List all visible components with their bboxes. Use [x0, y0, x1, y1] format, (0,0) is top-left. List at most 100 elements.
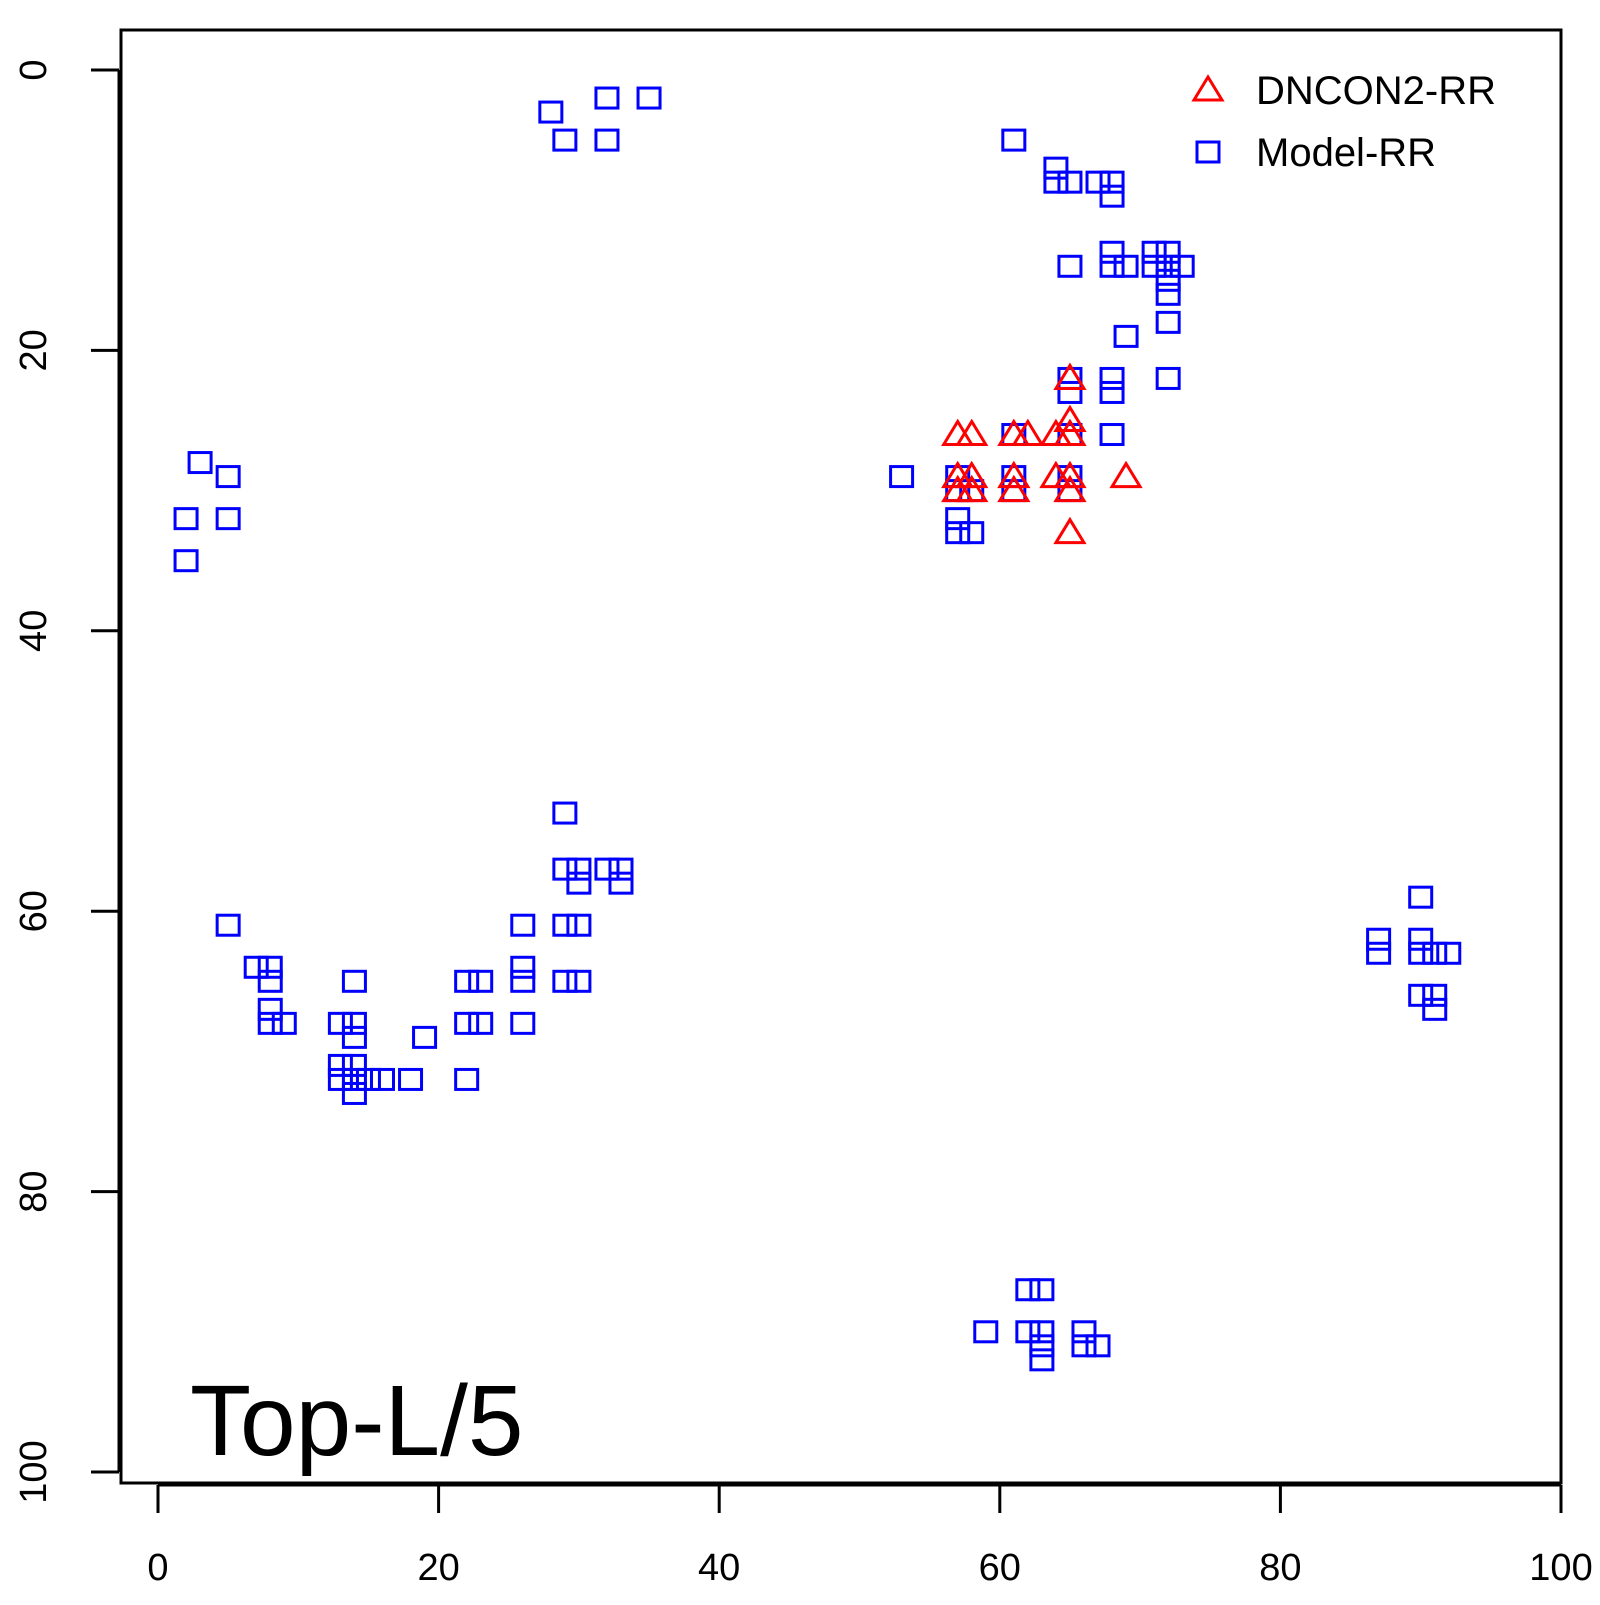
data-point-square [594, 86, 620, 110]
data-point-square [341, 1025, 367, 1049]
data-point-triangle [1053, 418, 1087, 447]
data-point-square [257, 997, 283, 1021]
legend: DNCON2-RR Model-RR [1191, 69, 1496, 175]
data-point-square [566, 871, 592, 895]
data-point-triangle [1053, 404, 1087, 432]
data-point-square [636, 86, 662, 110]
data-point-square [369, 1067, 395, 1091]
data-point-triangle [1053, 362, 1087, 390]
data-point-square [608, 871, 634, 895]
data-point-square [889, 465, 915, 489]
x-tick-label: 80 [1259, 1547, 1301, 1589]
data-point-triangle [997, 474, 1031, 503]
data-point-square [187, 451, 213, 475]
legend-marker-square [1195, 140, 1221, 164]
data-point-square [454, 969, 480, 993]
data-point-square [566, 969, 592, 993]
data-point-square [1141, 254, 1167, 278]
data-point-square [552, 857, 578, 881]
data-point-square [1366, 941, 1392, 965]
data-point-square [510, 955, 536, 979]
data-point-square [1099, 366, 1125, 390]
y-axis: 0 20 40 60 80 100 [13, 59, 121, 1504]
data-point-square [566, 913, 592, 937]
y-tick-label: 0 [13, 59, 55, 80]
data-points [173, 86, 1462, 1372]
data-point-square [1422, 941, 1448, 965]
data-point-square [945, 521, 971, 545]
data-point-triangle [955, 474, 989, 503]
data-point-square [1057, 170, 1083, 194]
data-point-square [454, 1011, 480, 1035]
data-point-square [1113, 324, 1139, 348]
data-point-square [1408, 941, 1434, 965]
legend-label: DNCON2-RR [1256, 69, 1496, 113]
data-point-square [341, 1053, 367, 1077]
data-point-square [510, 1011, 536, 1035]
y-tick-label: 40 [13, 610, 55, 652]
data-point-square [1071, 1320, 1097, 1344]
data-point-square [173, 549, 199, 573]
data-point-square [1155, 268, 1181, 292]
y-tick-label: 60 [13, 890, 55, 932]
data-point-square [1015, 1320, 1041, 1344]
data-point-square [538, 100, 564, 124]
x-tick-label: 40 [698, 1547, 740, 1589]
data-point-square [510, 969, 536, 993]
data-point-square [257, 955, 283, 979]
data-point-square [1015, 1278, 1041, 1302]
data-point-square [1029, 1278, 1055, 1302]
data-point-square [1422, 997, 1448, 1021]
data-point-triangle [955, 460, 989, 489]
data-point-square [1001, 128, 1027, 152]
data-point-square [341, 1081, 367, 1105]
data-point-square [257, 1011, 283, 1035]
data-point-triangle [997, 460, 1031, 489]
data-point-square [1422, 983, 1448, 1007]
data-point-triangle [1011, 418, 1045, 447]
data-point-square [271, 1011, 297, 1035]
data-point-square [1085, 1334, 1111, 1358]
data-point-square [355, 1067, 381, 1091]
data-point-square [1057, 254, 1083, 278]
legend-label: Model-RR [1256, 131, 1436, 175]
plot-annotation: Top-L/5 [190, 1365, 524, 1477]
data-point-square [594, 857, 620, 881]
x-tick-label: 60 [979, 1547, 1021, 1589]
data-point-triangle [955, 418, 989, 447]
data-point-square [173, 507, 199, 531]
data-point-square [468, 969, 494, 993]
x-tick-label: 100 [1529, 1547, 1592, 1589]
data-point-triangle [1053, 516, 1087, 545]
x-axis: 0 20 40 60 80 100 [147, 1483, 1593, 1589]
data-point-square [341, 969, 367, 993]
data-point-square [1408, 927, 1434, 951]
data-point-square [215, 913, 241, 937]
data-point-square [1155, 310, 1181, 334]
data-point-square [1155, 282, 1181, 306]
data-point-square [1099, 184, 1125, 208]
data-point-square [1029, 1320, 1055, 1344]
data-point-square [552, 969, 578, 993]
x-tick-label: 0 [147, 1547, 168, 1589]
data-point-triangle [1053, 460, 1087, 489]
legend-marker-triangle [1191, 74, 1225, 102]
plot-frame [119, 28, 1563, 1485]
data-point-square [327, 1011, 353, 1035]
data-point-square [1155, 366, 1181, 390]
data-point-square [1155, 240, 1181, 264]
data-point-square [594, 128, 620, 152]
data-point-square [959, 521, 985, 545]
data-point-square [1099, 423, 1125, 447]
y-tick-label: 20 [13, 329, 55, 371]
data-point-square [552, 128, 578, 152]
data-point-square [1099, 380, 1125, 404]
data-point-square [1155, 254, 1181, 278]
data-point-triangle [1053, 474, 1087, 503]
data-point-square [243, 955, 269, 979]
series-triangle [941, 362, 1143, 545]
series-square [173, 86, 1462, 1372]
data-point-square [215, 507, 241, 531]
data-point-square [327, 1053, 353, 1077]
